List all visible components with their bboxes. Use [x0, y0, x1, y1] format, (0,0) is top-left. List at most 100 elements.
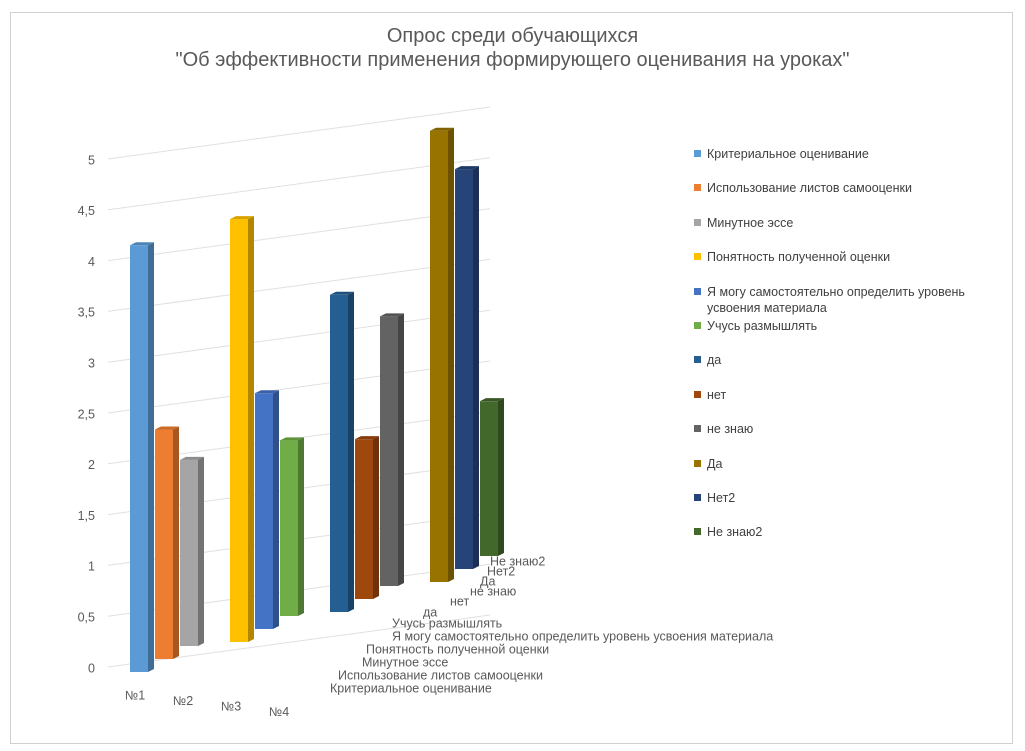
depth-tick-label: Я могу самостоятельно определить уровень… [392, 629, 773, 643]
grid-line [107, 208, 491, 262]
bar-top [430, 127, 454, 131]
bar [380, 313, 404, 586]
grid-line [107, 360, 491, 414]
legend-item: не знаю [694, 421, 994, 455]
legend-item: Использование листов самооценки [694, 180, 994, 214]
bar [230, 216, 254, 642]
bar-top [255, 390, 279, 394]
bar-front [130, 245, 148, 672]
y-tick-label: 4,5 [78, 204, 95, 218]
legend-label: Не знаю2 [707, 525, 763, 540]
bar-side [173, 426, 179, 659]
depth-tick-label: Использование листов самооценки [338, 668, 543, 682]
legend-swatch [694, 390, 701, 398]
depth-tick-label: Нет2 [487, 564, 515, 578]
bar-front [380, 316, 398, 586]
legend-swatch [694, 528, 701, 536]
bar [455, 166, 479, 569]
depth-tick-label: да [423, 605, 437, 619]
bar-top [280, 437, 304, 441]
legend-swatch [694, 150, 701, 157]
bar [355, 436, 379, 599]
y-tick-label: 1,5 [78, 509, 95, 523]
y-tick-label: 3 [88, 356, 95, 370]
y-tick-label: 5 [88, 153, 95, 167]
bar-side [298, 437, 304, 616]
legend-swatch [694, 287, 701, 295]
legend-item: Критериальное оценивание [694, 146, 994, 180]
y-tick-label: 0,5 [78, 610, 95, 624]
bar-front [480, 401, 498, 556]
depth-tick-label: Да [480, 574, 495, 588]
legend-label: Использование листов самооценки [707, 181, 912, 196]
legend-item: нет [694, 387, 994, 421]
depth-tick-label: Критериальное оценивание [330, 681, 492, 695]
legend-swatch [694, 218, 701, 226]
y-tick-label: 0 [88, 661, 95, 675]
grid-line [107, 157, 491, 211]
y-tick-label: 2 [88, 458, 95, 472]
x-tick-label: №1 [125, 688, 145, 702]
legend-label: нет [707, 387, 727, 402]
bar-side [498, 398, 504, 556]
legend-label: Я могу самостоятельно определить уровень… [707, 284, 965, 315]
chart-subtitle: "Об эффективности применения формирующег… [175, 49, 850, 71]
depth-tick-label: Не знаю2 [490, 554, 545, 568]
bar-top [355, 436, 379, 440]
bar-top [330, 291, 354, 295]
legend-swatch [694, 493, 701, 501]
legend-swatch [694, 184, 701, 192]
bar-front [180, 459, 198, 646]
depth-tick-label: нет [450, 594, 469, 608]
depth-tick-label: Учусь размышлять [392, 616, 502, 630]
bar-top [480, 398, 504, 402]
bar [330, 291, 354, 612]
legend-item: Да [694, 456, 994, 490]
grid-line [107, 258, 491, 312]
bar-top [155, 426, 179, 430]
bar-front [355, 439, 373, 599]
legend-label: Да [707, 456, 723, 471]
bar-side [248, 216, 254, 642]
bar-front [280, 440, 298, 616]
bar-side [348, 291, 354, 612]
bar-side [273, 390, 279, 629]
grid-line [107, 106, 491, 160]
legend-swatch [694, 321, 701, 329]
legend-item: Я могу самостоятельно определить уровень… [694, 284, 994, 318]
bar-side [373, 436, 379, 599]
chart-title: Опрос среди обучающихся [386, 25, 639, 47]
y-tick-label: 2,5 [78, 407, 95, 421]
depth-tick-label: Понятность полученной оценки [366, 642, 549, 656]
bar-top [455, 166, 479, 170]
legend-item: Понятность полученной оценки [694, 249, 994, 283]
bar-top [180, 456, 204, 460]
legend-swatch [694, 253, 701, 261]
bar [130, 242, 154, 672]
legend-swatch [694, 459, 701, 467]
bar-front [330, 294, 348, 612]
bar-top [230, 216, 254, 220]
bar-front [455, 169, 473, 569]
legend-item: Нет2 [694, 490, 994, 524]
depth-tick-label: Минутное эссе [362, 655, 448, 669]
bar-side [198, 456, 204, 646]
y-tick-label: 1 [88, 560, 95, 574]
bar [180, 456, 204, 646]
legend-label: Минутное эссе [707, 215, 794, 230]
x-tick-label: №4 [269, 705, 289, 719]
bar-side [148, 242, 154, 672]
legend-item: да [694, 352, 994, 386]
legend-label: Учусь размышлять [707, 318, 818, 333]
bar [280, 437, 304, 616]
legend-label: не знаю [707, 422, 754, 437]
legend-label: да [707, 353, 722, 368]
legend-swatch [694, 425, 701, 433]
bar [430, 127, 454, 583]
bar [480, 398, 504, 556]
bar-side [398, 313, 404, 586]
y-tick-label: 4 [88, 255, 95, 269]
legend-item: Минутное эссе [694, 215, 994, 249]
